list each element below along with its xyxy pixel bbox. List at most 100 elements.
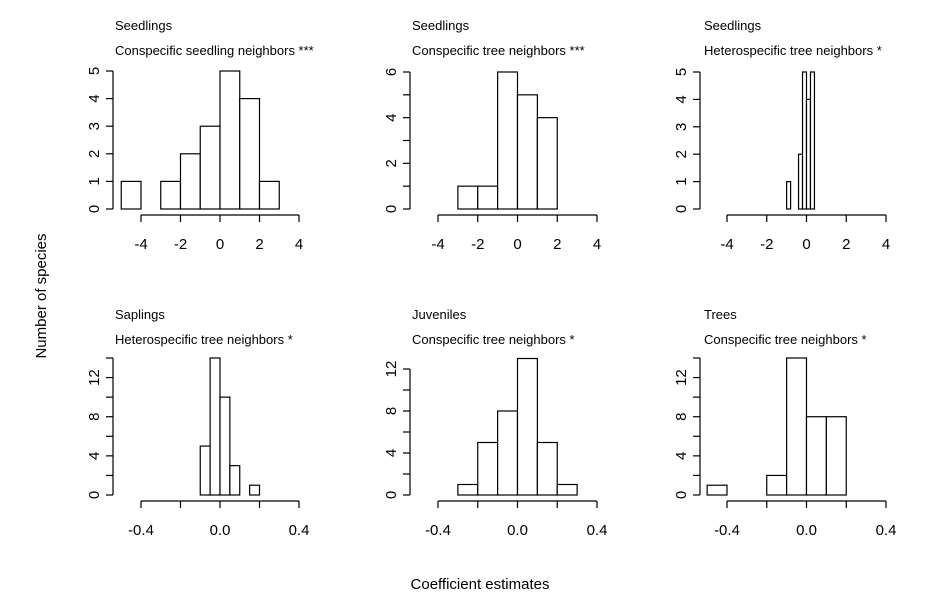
x-tick-label: 2 [255, 236, 263, 253]
histogram-bar [457, 185, 479, 210]
y-tick-label: 12 [86, 369, 103, 386]
histogram-bar [516, 357, 538, 496]
histogram-panel: Saplings Heterospecific tree neighbors * 0… [86, 307, 309, 539]
histogram-bar [497, 71, 519, 210]
y-tick-label: 0 [383, 491, 400, 499]
y-tick-label: 0 [86, 491, 103, 499]
x-tick-label: 0 [216, 236, 224, 253]
histogram-bar [239, 97, 261, 210]
y-tick-label: 0 [383, 205, 400, 213]
x-tick-label: 0.4 [876, 522, 897, 539]
x-tick-label: -2 [471, 236, 484, 253]
x-axis-label: Coefficient estimates [411, 576, 550, 593]
panel-title: Conspecific tree neighbors * [412, 332, 575, 347]
histogram-panel: Trees Conspecific tree neighbors * 0 4 8 12 -0… [673, 307, 896, 539]
panel-stage-label: Trees [704, 307, 737, 322]
histogram-panel: Seedlings Conspecific seedling neighbors … [86, 18, 314, 253]
y-tick-label: 5 [673, 68, 690, 76]
y-tick-label: 1 [86, 177, 103, 185]
y-tick-label: 2 [383, 159, 400, 167]
y-tick-label: 0 [673, 491, 690, 499]
y-axis-label: Number of species [33, 233, 50, 358]
y-tick-label: 4 [383, 113, 400, 121]
histogram-bar [199, 125, 221, 210]
y-tick-label: 12 [673, 369, 690, 386]
x-tick-label: 0 [513, 236, 521, 253]
x-tick-label: 2 [553, 236, 561, 253]
histogram-bar [160, 180, 182, 210]
panel-title: Heterospecific tree neighbors * [115, 332, 293, 347]
panel-title: Conspecific tree neighbors * [704, 332, 867, 347]
histogram-bar [536, 117, 558, 210]
x-tick-label: -0.4 [714, 522, 740, 539]
histogram-bar [556, 483, 578, 496]
histogram-panel: Juveniles Conspecific tree neighbors * 0 4 8… [383, 307, 607, 539]
histogram-bar [258, 180, 280, 210]
x-tick-label: -4 [134, 236, 147, 253]
x-tick-label: 0.0 [210, 522, 231, 539]
y-tick-label: 2 [673, 150, 690, 158]
x-tick-label: -0.4 [425, 522, 451, 539]
histogram-bar [766, 474, 788, 496]
panel-stage-label: Seedlings [704, 18, 762, 33]
panel-stage-label: Saplings [115, 307, 165, 322]
x-tick-label: 0.0 [796, 522, 817, 539]
y-tick-label: 4 [673, 452, 690, 460]
y-tick-label: 0 [673, 205, 690, 213]
histogram-bar [786, 357, 808, 496]
y-tick-label: 3 [86, 122, 103, 130]
x-tick-label: 4 [593, 236, 601, 253]
y-tick-label: 4 [86, 452, 103, 460]
y-tick-label: 3 [673, 123, 690, 131]
histogram-bar [120, 180, 142, 210]
x-tick-label: 0.4 [289, 522, 310, 539]
histogram-bar [249, 484, 261, 496]
histogram-bar [786, 181, 792, 210]
histogram-panel: Seedlings Conspecific tree neighbors *** 0… [383, 18, 601, 253]
panel-stage-label: Seedlings [115, 18, 173, 33]
y-tick-label: 5 [86, 67, 103, 75]
histogram-bar [706, 484, 728, 496]
histogram-bar [229, 465, 241, 496]
y-tick-label: 12 [383, 361, 400, 378]
y-tick-label: 0 [86, 205, 103, 213]
histogram-panel: Seedlings Heterospecific tree neighbors *… [673, 18, 890, 253]
panel-title: Heterospecific tree neighbors * [704, 43, 882, 58]
histogram-bar [219, 70, 241, 210]
y-tick-label: 8 [673, 413, 690, 421]
panel-stage-label: Seedlings [412, 18, 470, 33]
y-tick-label: 4 [383, 449, 400, 457]
x-tick-label: -2 [174, 236, 187, 253]
x-tick-label: -0.4 [128, 522, 154, 539]
y-tick-label: 2 [86, 150, 103, 158]
panel-title: Conspecific tree neighbors *** [412, 43, 585, 58]
x-tick-label: 4 [882, 236, 890, 253]
y-tick-label: 6 [383, 68, 400, 76]
y-tick-label: 4 [86, 94, 103, 102]
histogram-bar [209, 357, 221, 496]
x-tick-label: 2 [842, 236, 850, 253]
histogram-bar [805, 416, 827, 496]
y-tick-label: 4 [673, 95, 690, 103]
y-tick-label: 8 [86, 413, 103, 421]
y-tick-label: 1 [673, 177, 690, 185]
x-tick-label: 4 [295, 236, 303, 253]
panels: Seedlings Conspecific seedling neighbors … [86, 18, 896, 539]
x-tick-label: 0.4 [587, 522, 608, 539]
panel-title: Conspecific seedling neighbors *** [115, 43, 314, 58]
histogram-bar [497, 410, 519, 496]
histogram-bar [179, 153, 201, 210]
histogram-bar [809, 71, 816, 210]
histogram-bar [536, 441, 558, 496]
histogram-bar [199, 445, 211, 496]
histogram-bar [477, 185, 499, 210]
x-tick-label: -4 [720, 236, 733, 253]
histogram-bar [477, 441, 499, 496]
x-tick-label: 0 [802, 236, 810, 253]
y-tick-label: 8 [383, 407, 400, 415]
panel-stage-label: Juveniles [412, 307, 467, 322]
histogram-bar [457, 483, 479, 496]
histogram-bar [825, 416, 847, 496]
histogram-bar [516, 94, 538, 210]
